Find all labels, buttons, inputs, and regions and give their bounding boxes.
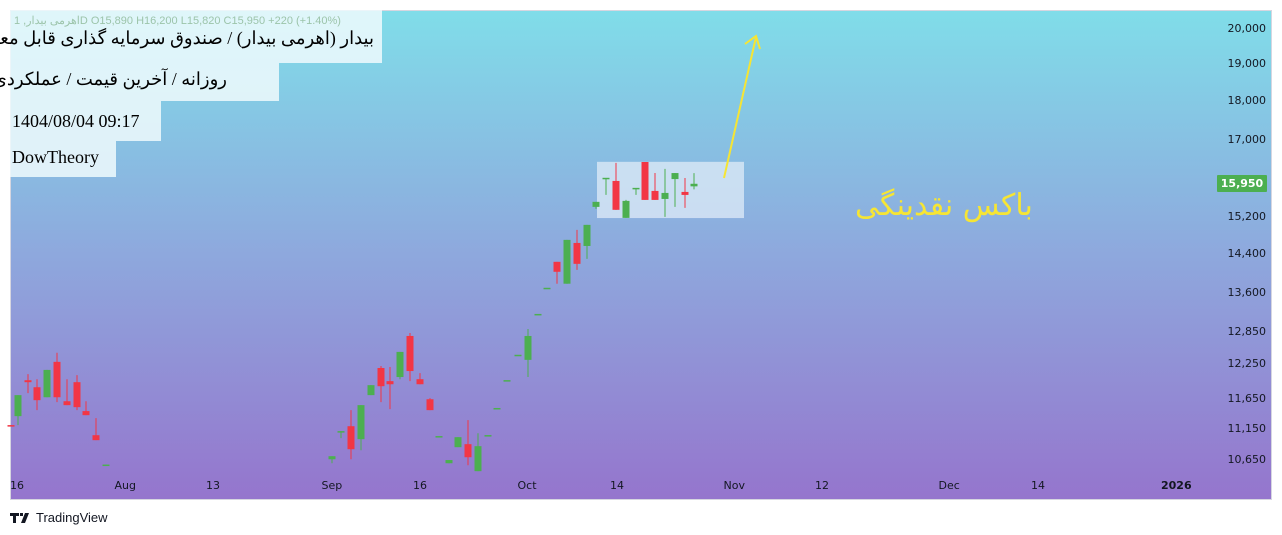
candle-down[interactable] xyxy=(63,401,71,406)
price-tick: 13,600 xyxy=(1227,285,1267,299)
candle-up[interactable] xyxy=(14,395,22,417)
candle-up[interactable] xyxy=(524,335,532,360)
candle-down[interactable] xyxy=(33,387,41,401)
price-tick: 11,650 xyxy=(1227,391,1267,405)
candle-down[interactable] xyxy=(681,191,689,195)
candle-down[interactable] xyxy=(82,411,90,416)
time-tick: 2026 xyxy=(1161,479,1192,492)
candle-down[interactable] xyxy=(641,161,649,200)
price-tick: 14,400 xyxy=(1227,246,1267,260)
symbol-title-label[interactable]: بیدار (اهرمی بیدار) / صندوق سرمایه گذاری… xyxy=(0,10,382,63)
time-tick: Aug xyxy=(114,479,136,492)
subtitle-label[interactable]: روزانه / آخرین قیمت / عملکردی xyxy=(0,63,279,101)
candle-up[interactable] xyxy=(661,192,669,199)
candle-down[interactable] xyxy=(386,381,394,385)
candle-up[interactable] xyxy=(632,187,640,190)
candle-down[interactable] xyxy=(464,444,472,458)
last-price-badge: 15,950 xyxy=(1217,175,1267,192)
candle-down[interactable] xyxy=(426,399,434,411)
candle-down[interactable] xyxy=(553,261,561,272)
time-tick: 14 xyxy=(1031,479,1045,492)
candle-up[interactable] xyxy=(102,464,110,467)
price-tick: 12,850 xyxy=(1227,324,1267,338)
brand-name: TradingView xyxy=(36,510,108,525)
candle-up[interactable] xyxy=(474,446,482,472)
candle-down[interactable] xyxy=(651,190,659,200)
candle-down[interactable] xyxy=(7,425,15,427)
candle-down[interactable] xyxy=(612,180,620,210)
candle-up[interactable] xyxy=(622,200,630,218)
time-tick: Nov xyxy=(723,479,745,492)
candle-up[interactable] xyxy=(328,456,336,460)
candle-up[interactable] xyxy=(454,437,462,448)
time-tick: Oct xyxy=(517,479,537,492)
price-tick: 15,200 xyxy=(1227,209,1267,223)
price-tick: 11,150 xyxy=(1227,421,1267,435)
candle-down[interactable] xyxy=(73,382,81,408)
candle-up[interactable] xyxy=(602,177,610,180)
candle-down[interactable] xyxy=(24,380,32,383)
candle-down[interactable] xyxy=(53,361,61,398)
candle-up[interactable] xyxy=(534,313,542,316)
candle-down[interactable] xyxy=(377,367,385,387)
time-tick: 16 xyxy=(10,479,24,492)
time-tick: 14 xyxy=(610,479,624,492)
candle-up[interactable] xyxy=(435,436,443,438)
tradingview-logo[interactable]: TradingView xyxy=(10,510,108,525)
price-tick: 10,650 xyxy=(1227,453,1267,467)
candle-up[interactable] xyxy=(690,183,698,187)
arrow-line[interactable] xyxy=(723,36,757,179)
ohlc-legend: اهرمی بیدار, 1D O15,890 H16,200 L15,820 … xyxy=(14,15,341,27)
candle-up[interactable] xyxy=(43,369,51,398)
candle-down[interactable] xyxy=(416,379,424,385)
price-tick: 18,000 xyxy=(1227,94,1267,108)
candle-up[interactable] xyxy=(396,351,404,378)
candle-up[interactable] xyxy=(671,173,679,180)
time-tick: 16 xyxy=(413,479,427,492)
time-tick: 13 xyxy=(206,479,220,492)
arrow-head-icon xyxy=(744,34,761,50)
candle-down[interactable] xyxy=(347,426,355,450)
candle-up[interactable] xyxy=(514,354,522,357)
candle-up[interactable] xyxy=(337,431,345,433)
candle-up[interactable] xyxy=(445,460,453,464)
tradingview-icon xyxy=(10,512,29,523)
liquidity-box[interactable] xyxy=(597,161,744,219)
price-tick: 12,250 xyxy=(1227,357,1267,371)
candle-up[interactable] xyxy=(543,287,551,290)
candle-up[interactable] xyxy=(484,435,492,437)
datetime-label[interactable]: 1404/08/04 09:17 xyxy=(10,101,161,141)
time-tick: Dec xyxy=(938,479,960,492)
candle-up[interactable] xyxy=(592,201,600,207)
price-tick: 17,000 xyxy=(1227,133,1267,147)
symbol-title: بیدار (اهرمی بیدار) / صندوق سرمایه گذاری… xyxy=(0,28,374,48)
time-tick: Sep xyxy=(321,479,343,492)
candle-up[interactable] xyxy=(583,224,591,246)
candle-up[interactable] xyxy=(563,239,571,284)
liquidity-box-label[interactable]: باکس نقدینگی xyxy=(855,188,1033,223)
candle-down[interactable] xyxy=(573,242,581,264)
time-tick: 12 xyxy=(815,479,829,492)
candle-up[interactable] xyxy=(367,385,375,396)
candle-up[interactable] xyxy=(357,405,365,440)
price-tick: 20,000 xyxy=(1227,22,1267,35)
candle-down[interactable] xyxy=(406,335,414,372)
candle-down[interactable] xyxy=(92,435,100,441)
author-label[interactable]: DowTheory xyxy=(10,141,116,177)
candle-up[interactable] xyxy=(493,407,501,410)
price-tick: 19,000 xyxy=(1227,57,1267,71)
candle-up[interactable] xyxy=(503,380,511,382)
